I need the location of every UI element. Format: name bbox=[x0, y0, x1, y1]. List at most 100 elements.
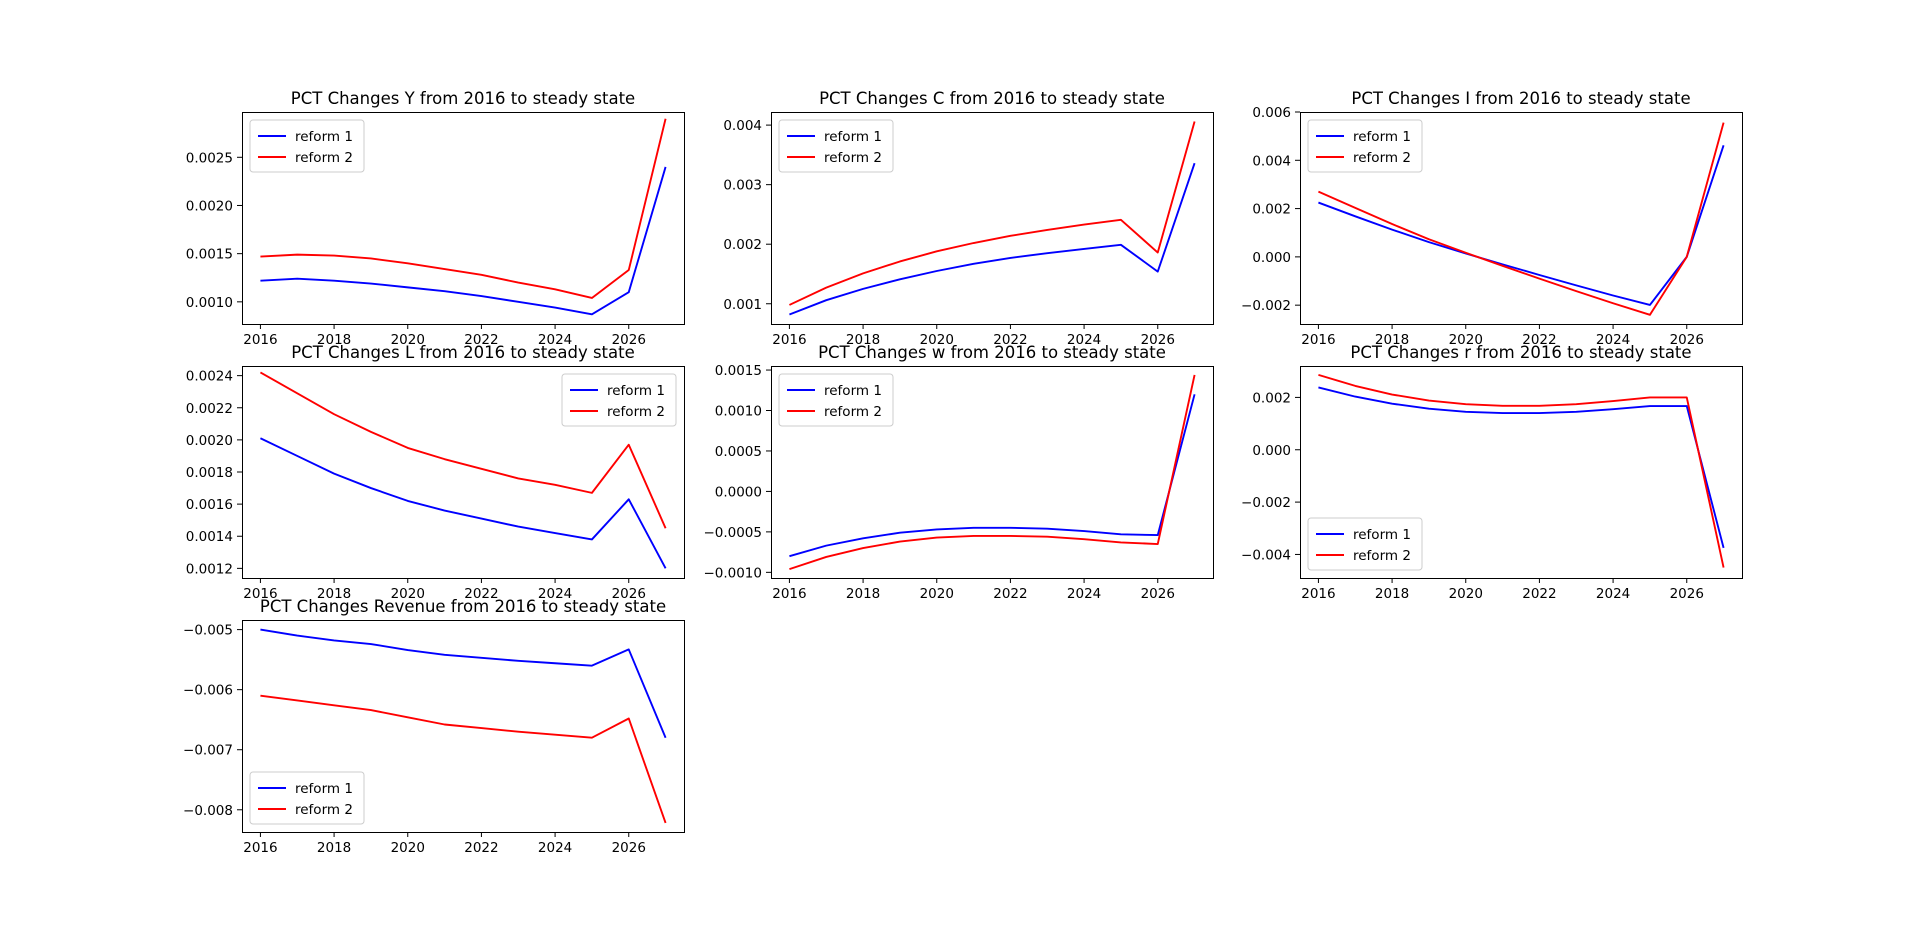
y-tick-label: 0.0016 bbox=[186, 497, 233, 513]
y-tick-label: −0.006 bbox=[183, 683, 233, 699]
legend-box bbox=[778, 119, 894, 173]
series-line-1 bbox=[260, 166, 667, 316]
chart-title: PCT Changes r from 2016 to steady state bbox=[1350, 343, 1691, 362]
x-tick-label: 2020 bbox=[391, 840, 425, 856]
series-line-2 bbox=[789, 121, 1196, 306]
y-tick-label: −0.0005 bbox=[703, 525, 762, 541]
x-tick-label: 2022 bbox=[993, 586, 1027, 602]
y-tick-label: 0.004 bbox=[1252, 153, 1291, 169]
x-tick-label: 2016 bbox=[1301, 332, 1335, 348]
chart-title: PCT Changes I from 2016 to steady state bbox=[1351, 89, 1690, 108]
chart-panel-5: 2016 2018 2020 2022 2024 2026 −0.0010 −0.0005 0.… bbox=[703, 343, 1214, 602]
x-tick-label: 2022 bbox=[464, 332, 498, 348]
y-tick-label: −0.002 bbox=[1241, 495, 1291, 511]
y-tick-label: −0.004 bbox=[1241, 547, 1291, 563]
x-tick-label: 2016 bbox=[243, 586, 277, 602]
y-tick-label: −0.0010 bbox=[703, 565, 762, 581]
y-tick-label: 0.002 bbox=[1252, 202, 1291, 218]
x-tick-label: 2026 bbox=[1141, 332, 1175, 348]
x-tick-label: 2016 bbox=[772, 586, 806, 602]
legend-label: reform 2 bbox=[824, 404, 882, 420]
series-line-2 bbox=[1318, 122, 1725, 316]
x-tick-label: 2018 bbox=[317, 332, 351, 348]
chart-title: PCT Changes Y from 2016 to steady state bbox=[291, 89, 635, 108]
x-tick-label: 2022 bbox=[1522, 586, 1556, 602]
y-tick-label: 0.0024 bbox=[186, 369, 233, 385]
series-line-1 bbox=[789, 162, 1196, 316]
legend: reform 1 reform 2 bbox=[561, 373, 677, 427]
y-tick-label: 0.0015 bbox=[186, 247, 233, 263]
y-tick-label: 0.000 bbox=[1252, 443, 1291, 459]
x-tick-label: 2026 bbox=[612, 332, 646, 348]
y-tick-label: 0.0000 bbox=[715, 484, 762, 500]
y-tick-label: 0.0010 bbox=[715, 404, 762, 420]
legend: reform 1 reform 2 bbox=[1307, 517, 1423, 571]
chart-title: PCT Changes w from 2016 to steady state bbox=[818, 343, 1166, 362]
x-tick-label: 2018 bbox=[317, 840, 351, 856]
legend-label: reform 2 bbox=[824, 150, 882, 166]
legend-label: reform 2 bbox=[607, 404, 665, 420]
y-tick-label: 0.003 bbox=[723, 178, 762, 194]
y-tick-label: 0.0020 bbox=[186, 433, 233, 449]
y-tick-label: 0.004 bbox=[723, 118, 762, 134]
legend-label: reform 1 bbox=[1353, 129, 1411, 145]
y-tick-label: 0.006 bbox=[1252, 105, 1291, 121]
x-tick-label: 2020 bbox=[920, 332, 954, 348]
x-tick-label: 2018 bbox=[846, 586, 880, 602]
legend-label: reform 2 bbox=[295, 150, 353, 166]
x-tick-label: 2016 bbox=[243, 332, 277, 348]
plot-frame bbox=[1300, 366, 1743, 579]
legend: reform 1 reform 2 bbox=[1307, 119, 1423, 173]
x-tick-label: 2022 bbox=[993, 332, 1027, 348]
x-tick-label: 2018 bbox=[1375, 332, 1409, 348]
x-tick-label: 2016 bbox=[1301, 586, 1335, 602]
y-tick-label: 0.0025 bbox=[186, 150, 233, 166]
legend: reform 1 reform 2 bbox=[249, 119, 365, 173]
chart-panel-4: 2016 2018 2020 2022 2024 2026 0.0012 0.0014 0.00… bbox=[186, 343, 685, 602]
legend-box bbox=[561, 373, 677, 427]
series-line-1 bbox=[260, 437, 667, 569]
x-tick-label: 2026 bbox=[612, 840, 646, 856]
legend-label: reform 1 bbox=[824, 383, 882, 399]
y-tick-label: 0.0014 bbox=[186, 529, 233, 545]
y-tick-label: −0.002 bbox=[1241, 298, 1291, 314]
x-tick-label: 2020 bbox=[920, 586, 954, 602]
chart-title: PCT Changes L from 2016 to steady state bbox=[291, 343, 635, 362]
y-tick-label: 0.0022 bbox=[186, 401, 233, 417]
x-tick-label: 2026 bbox=[1141, 586, 1175, 602]
series-line-1 bbox=[789, 394, 1196, 558]
series-line-2 bbox=[260, 118, 667, 299]
legend-label: reform 1 bbox=[824, 129, 882, 145]
series-line-1 bbox=[260, 628, 667, 739]
x-tick-label: 2022 bbox=[464, 840, 498, 856]
x-tick-label: 2024 bbox=[1596, 586, 1630, 602]
chart-panel-6: 2016 2018 2020 2022 2024 2026 −0.004 −0.002 0.00… bbox=[1241, 343, 1743, 602]
chart-panel-1: 2016 2018 2020 2022 2024 2026 0.0010 0.0015 0.00… bbox=[186, 89, 685, 348]
legend-label: reform 1 bbox=[1353, 527, 1411, 543]
plot-frame bbox=[242, 620, 685, 833]
plot-frame bbox=[771, 366, 1214, 579]
x-tick-label: 2024 bbox=[1067, 332, 1101, 348]
chart-panel-3: 2016 2018 2020 2022 2024 2026 −0.002 0.000 0.002… bbox=[1241, 89, 1743, 348]
legend-box bbox=[1307, 517, 1423, 571]
legend-label: reform 2 bbox=[295, 802, 353, 818]
x-tick-label: 2024 bbox=[538, 586, 572, 602]
legend-box bbox=[778, 373, 894, 427]
chart-title: PCT Changes Revenue from 2016 to steady … bbox=[260, 597, 666, 616]
y-tick-label: 0.0010 bbox=[186, 295, 233, 311]
plot-frame bbox=[242, 112, 685, 325]
y-tick-label: −0.007 bbox=[183, 743, 233, 759]
series-line-2 bbox=[260, 694, 667, 824]
legend-box bbox=[1307, 119, 1423, 173]
legend-box bbox=[249, 771, 365, 825]
legend: reform 1 reform 2 bbox=[778, 373, 894, 427]
legend: reform 1 reform 2 bbox=[249, 771, 365, 825]
y-tick-label: 0.002 bbox=[723, 237, 762, 253]
y-tick-label: 0.0018 bbox=[186, 465, 233, 481]
x-tick-label: 2020 bbox=[391, 332, 425, 348]
x-tick-label: 2020 bbox=[1449, 586, 1483, 602]
x-tick-label: 2020 bbox=[391, 586, 425, 602]
y-tick-label: 0.0020 bbox=[186, 198, 233, 214]
series-line-2 bbox=[789, 374, 1196, 571]
